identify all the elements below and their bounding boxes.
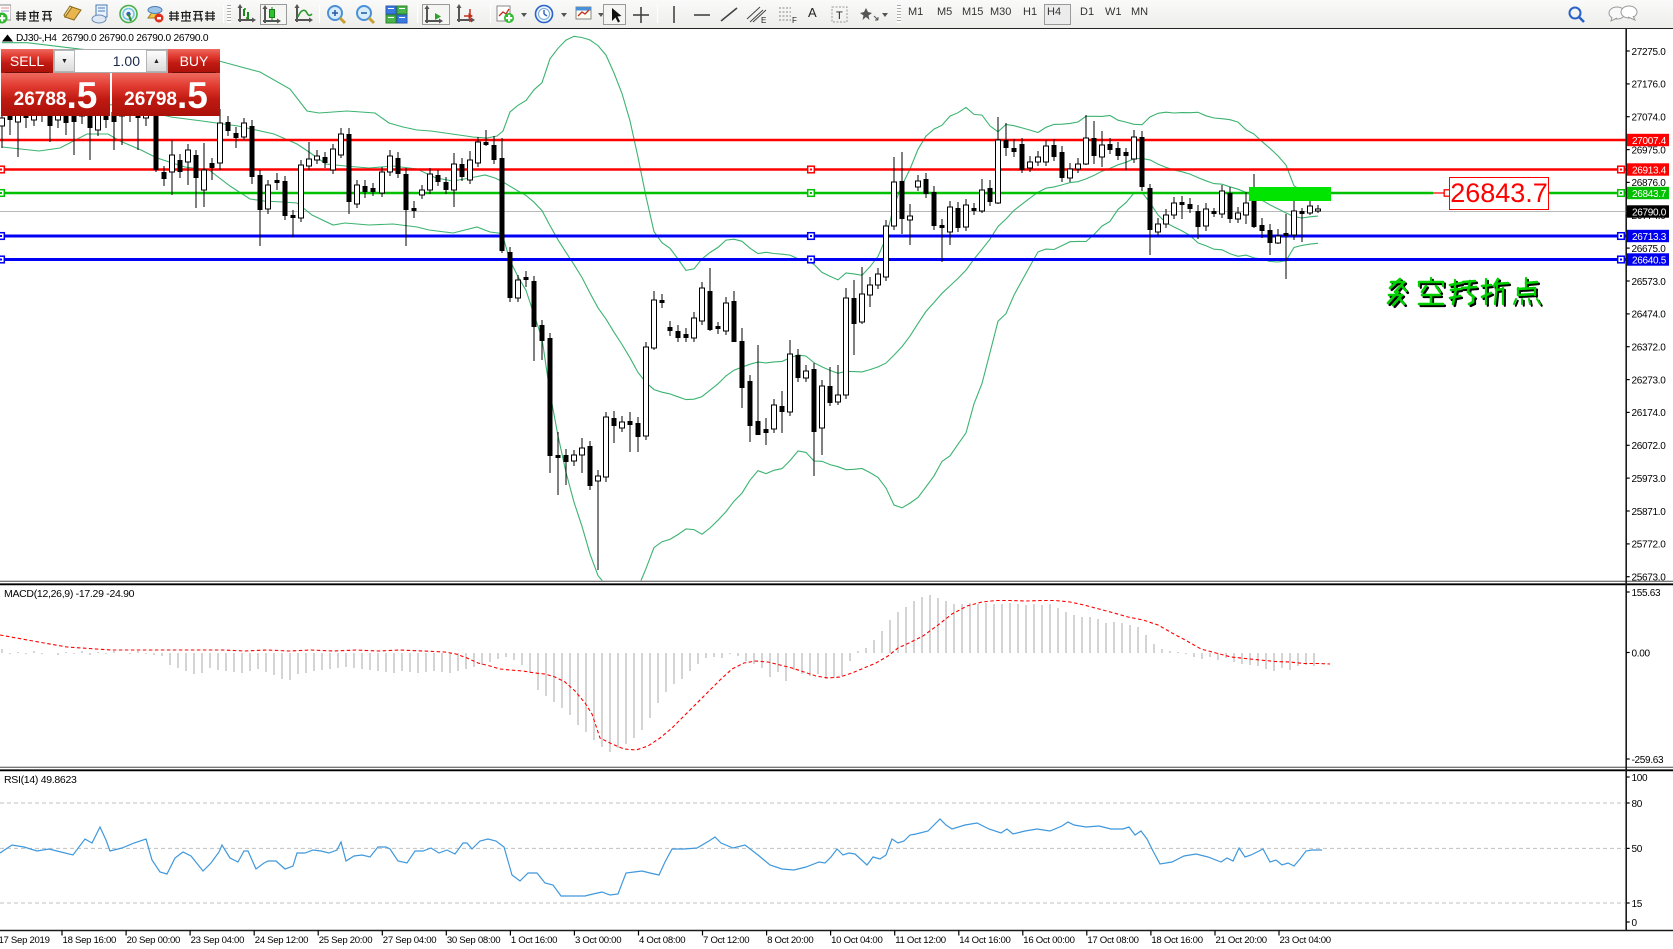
svg-text:50: 50: [1632, 844, 1643, 855]
svg-text:25 Sep 20:00: 25 Sep 20:00: [319, 935, 372, 946]
svg-text:3 Oct 00:00: 3 Oct 00:00: [575, 935, 621, 946]
svg-text:25973.0: 25973.0: [1632, 474, 1667, 485]
svg-text:18 Sep 16:00: 18 Sep 16:00: [63, 935, 116, 946]
svg-text:26640.5: 26640.5: [1632, 255, 1667, 266]
svg-text:20 Sep 00:00: 20 Sep 00:00: [127, 935, 180, 946]
svg-text:18 Oct 16:00: 18 Oct 16:00: [1151, 935, 1202, 946]
svg-text:MACD(12,26,9) -17.29 -24.90: MACD(12,26,9) -17.29 -24.90: [4, 588, 135, 600]
svg-text:23 Sep 04:00: 23 Sep 04:00: [191, 935, 244, 946]
svg-text:0: 0: [1632, 918, 1638, 929]
svg-text:26372.0: 26372.0: [1632, 343, 1667, 354]
svg-text:10 Oct 04:00: 10 Oct 04:00: [831, 935, 882, 946]
svg-text:80: 80: [1632, 799, 1643, 810]
svg-text:17 Oct 08:00: 17 Oct 08:00: [1087, 935, 1138, 946]
svg-text:26573.0: 26573.0: [1632, 277, 1667, 288]
svg-text:25871.0: 25871.0: [1632, 507, 1667, 518]
svg-text:16 Oct 00:00: 16 Oct 00:00: [1023, 935, 1074, 946]
svg-text:0.00: 0.00: [1632, 648, 1651, 659]
svg-text:155.63: 155.63: [1632, 588, 1662, 599]
svg-text:T: T: [836, 10, 843, 22]
svg-text:RSI(14) 49.8623: RSI(14) 49.8623: [4, 774, 77, 786]
svg-text:27007.4: 27007.4: [1632, 136, 1667, 147]
svg-text:25673.0: 25673.0: [1632, 573, 1667, 584]
svg-text:26474.0: 26474.0: [1632, 310, 1667, 321]
svg-text:26072.0: 26072.0: [1632, 441, 1667, 452]
svg-text:26975.0: 26975.0: [1632, 145, 1667, 156]
svg-text:7 Oct 12:00: 7 Oct 12:00: [703, 935, 749, 946]
svg-text:26876.0: 26876.0: [1632, 178, 1667, 189]
svg-text:11 Oct 12:00: 11 Oct 12:00: [895, 935, 946, 946]
svg-text:26790.0: 26790.0: [1632, 207, 1667, 218]
svg-text:F: F: [792, 16, 797, 25]
svg-text:15: 15: [1632, 899, 1643, 910]
svg-text:24 Sep 12:00: 24 Sep 12:00: [255, 935, 308, 946]
svg-text:8 Oct 20:00: 8 Oct 20:00: [767, 935, 813, 946]
svg-text:23 Oct 04:00: 23 Oct 04:00: [1280, 935, 1331, 946]
svg-text:DJ30-,H4 26790.0 26790.0 2679: DJ30-,H4 26790.0 26790.0 26790.0 26790.0: [16, 33, 209, 44]
svg-text:25772.0: 25772.0: [1632, 540, 1667, 551]
svg-text:4 Oct 08:00: 4 Oct 08:00: [639, 935, 685, 946]
svg-text:21 Oct 20:00: 21 Oct 20:00: [1215, 935, 1266, 946]
svg-text:26675.0: 26675.0: [1632, 244, 1667, 255]
svg-text:26913.4: 26913.4: [1632, 165, 1667, 176]
svg-text:26713.3: 26713.3: [1632, 232, 1667, 243]
svg-text:27275.0: 27275.0: [1632, 47, 1667, 58]
svg-text:30 Sep 08:00: 30 Sep 08:00: [447, 935, 500, 946]
svg-text:26843.7: 26843.7: [1632, 189, 1667, 200]
svg-text:17 Sep 2019: 17 Sep 2019: [0, 935, 50, 946]
svg-text:E: E: [761, 16, 766, 25]
svg-text:26174.0: 26174.0: [1632, 408, 1667, 419]
svg-text:-259.63: -259.63: [1632, 755, 1665, 766]
svg-text:14 Oct 16:00: 14 Oct 16:00: [959, 935, 1010, 946]
svg-text:27074.0: 27074.0: [1632, 113, 1667, 124]
svg-text:26273.0: 26273.0: [1632, 375, 1667, 386]
svg-text:27176.0: 27176.0: [1632, 80, 1667, 91]
svg-text:100: 100: [1632, 773, 1649, 784]
svg-text:1 Oct 16:00: 1 Oct 16:00: [511, 935, 557, 946]
svg-text:27 Sep 04:00: 27 Sep 04:00: [383, 935, 436, 946]
